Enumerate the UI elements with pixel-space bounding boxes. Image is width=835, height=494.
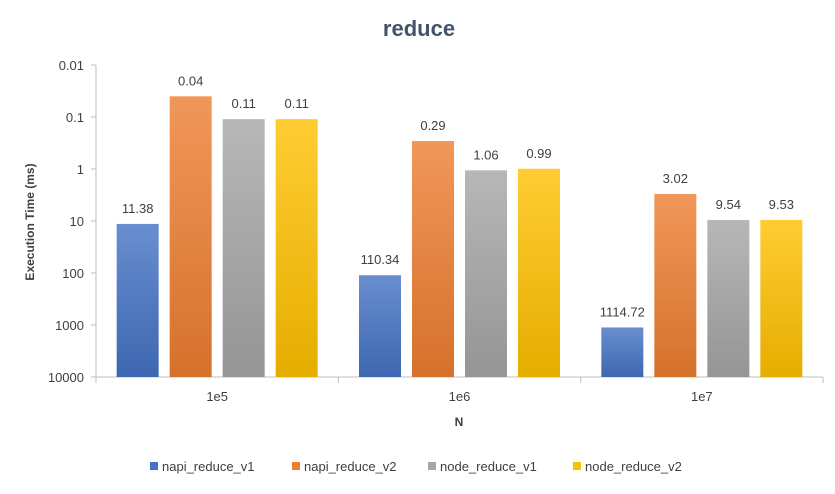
bar-napi_reduce_v2-1e7 [654, 193, 697, 377]
bars [116, 96, 803, 378]
legend-item-node_reduce_v1: node_reduce_v1 [428, 459, 537, 474]
y-tick-label: 10000 [48, 370, 84, 385]
legend: napi_reduce_v1 napi_reduce_v2 node_reduce_… [150, 459, 682, 474]
bar-node_reduce_v2-1e5 [275, 119, 318, 378]
data-label: 0.11 [284, 96, 308, 111]
bar-napi_reduce_v2-1e6 [412, 141, 454, 377]
x-tick-label: 1e7 [691, 389, 713, 404]
chart-title: reduce [383, 16, 455, 41]
legend-item-node_reduce_v2: node_reduce_v2 [573, 459, 682, 474]
legend-item-napi_reduce_v1: napi_reduce_v1 [150, 459, 255, 474]
bar-napi_reduce_v1-1e7 [601, 327, 644, 377]
data-label: 9.54 [716, 197, 741, 212]
legend-label: napi_reduce_v2 [304, 459, 397, 474]
y-axis: 0.01 0.1 1 10 100 1000 10000 [48, 58, 97, 385]
y-tick-label: 100 [62, 266, 84, 281]
data-label: 0.11 [231, 96, 255, 111]
bar-node_reduce_v2-1e7 [760, 219, 803, 377]
bar-node_reduce_v1-1e7 [707, 219, 750, 377]
y-tick-label: 1000 [55, 318, 84, 333]
legend-swatch [150, 462, 158, 470]
x-tick-label: 1e5 [206, 389, 228, 404]
legend-swatch [428, 462, 436, 470]
data-label: 9.53 [769, 197, 794, 212]
y-tick-label: 1 [77, 162, 84, 177]
bar-node_reduce_v1-1e6 [465, 170, 507, 377]
y-axis-title: Execution Time (ms) [23, 163, 37, 280]
data-label: 0.99 [526, 146, 551, 161]
data-label: 1.06 [473, 147, 498, 162]
bar-node_reduce_v2-1e6 [518, 168, 560, 377]
x-axis: 1e5 1e6 1e7 [95, 376, 824, 404]
y-tick-label: 10 [70, 214, 84, 229]
legend-swatch [573, 462, 581, 470]
x-tick-label: 1e6 [449, 389, 471, 404]
data-label: 110.34 [361, 252, 400, 267]
legend-swatch [292, 462, 300, 470]
data-labels: 11.38 0.04 0.11 0.11 110.34 0.29 1.06 0.99 1114.… [122, 73, 794, 319]
legend-item-napi_reduce_v2: napi_reduce_v2 [292, 459, 397, 474]
bar-node_reduce_v1-1e5 [222, 119, 265, 378]
data-label: 0.29 [420, 118, 445, 133]
data-label: 1114.72 [600, 304, 645, 319]
data-label: 0.04 [178, 73, 203, 88]
y-tick-label: 0.01 [59, 58, 84, 73]
data-label: 11.38 [122, 201, 154, 216]
x-axis-title: N [455, 415, 464, 429]
legend-label: node_reduce_v1 [440, 459, 537, 474]
bar-napi_reduce_v2-1e5 [169, 96, 212, 377]
bar-napi_reduce_v1-1e6 [359, 275, 401, 377]
legend-label: node_reduce_v2 [585, 459, 682, 474]
y-tick-label: 0.1 [66, 110, 84, 125]
bar-napi_reduce_v1-1e5 [116, 223, 159, 377]
legend-label: napi_reduce_v1 [162, 459, 255, 474]
data-label: 3.02 [663, 171, 688, 186]
